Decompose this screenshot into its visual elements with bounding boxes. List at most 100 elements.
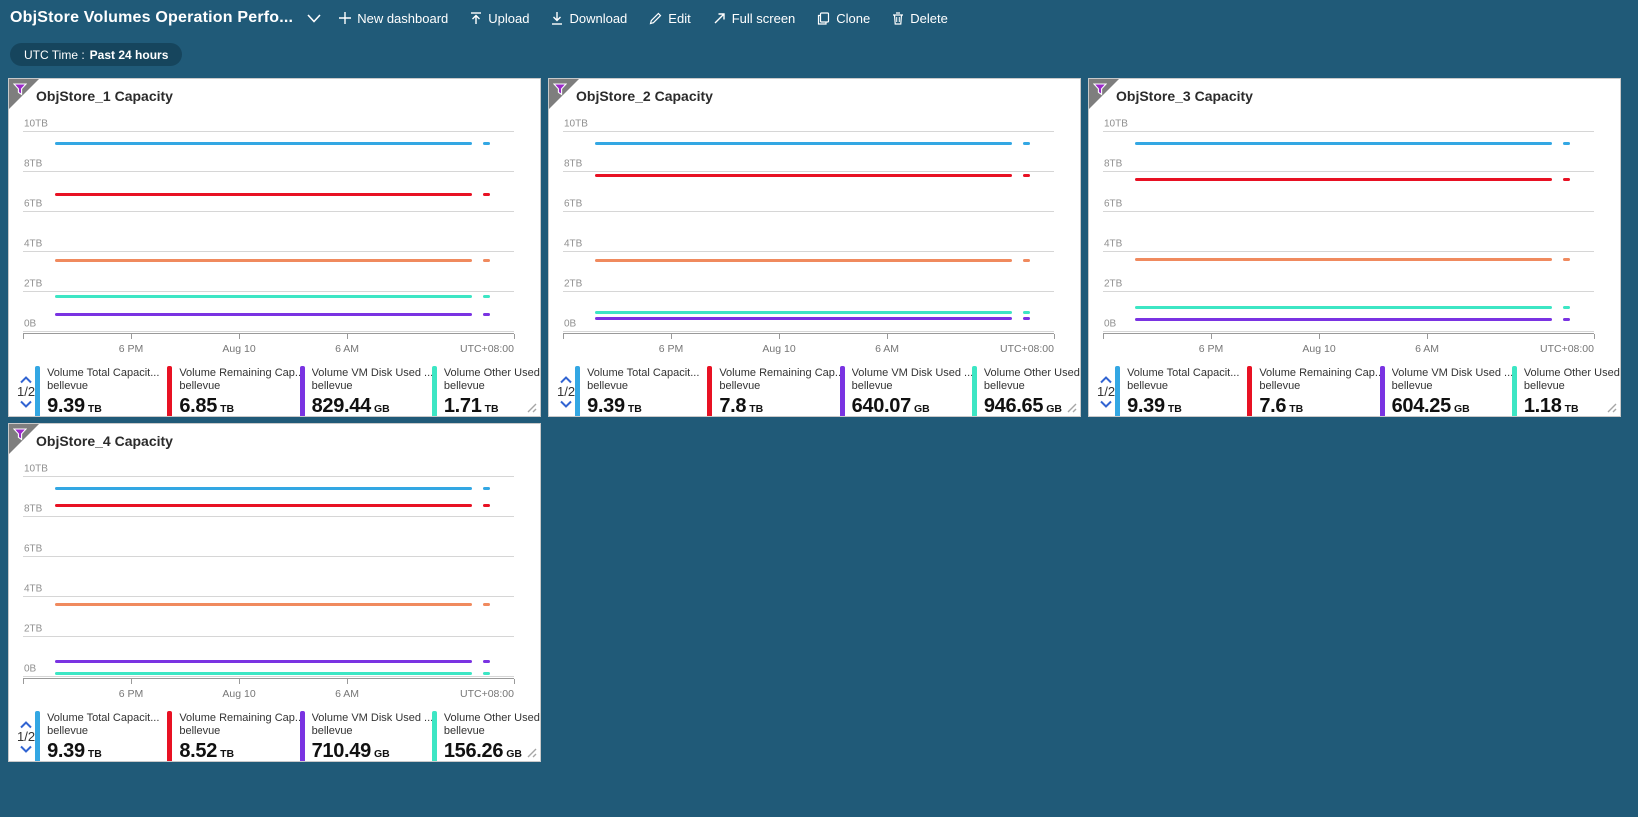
legend-metric-name: Volume Remaining Cap... xyxy=(179,367,300,379)
legend-value-row: 9.39 TB xyxy=(47,395,159,417)
y-axis-label: 2TB xyxy=(564,278,583,290)
legend-items: Volume Total Capacit... bellevue 9.39 TB Vol… xyxy=(35,711,540,761)
y-axis-label: 4TB xyxy=(24,583,43,595)
legend-value: 1.18 xyxy=(1523,395,1562,417)
timezone-label: UTC+08:00 xyxy=(1000,343,1054,355)
gridline xyxy=(23,596,514,597)
legend-color-bar xyxy=(1115,366,1121,416)
metric-line xyxy=(1134,177,1553,181)
x-axis-tick xyxy=(1427,334,1429,339)
metric-line-end xyxy=(1022,258,1031,262)
legend-item[interactable]: Volume Total Capacit... bellevue 9.39 TB xyxy=(575,366,707,416)
legend-item[interactable]: Volume VM Disk Used ... bellevue 710.49 GB xyxy=(299,711,432,761)
x-axis-label: 6 PM xyxy=(658,343,684,355)
metric-line-end xyxy=(482,486,491,490)
chart-plot-area: 10TB 8TB 6TB 4TB 2TB 0B xyxy=(563,119,1054,332)
legend-color-bar xyxy=(167,711,173,761)
legend-color-bar xyxy=(1379,366,1385,416)
chevron-up-icon[interactable] xyxy=(20,376,32,384)
fullscreen-button[interactable]: Full screen xyxy=(713,11,795,26)
metric-line-end xyxy=(482,295,491,299)
filter-funnel-icon xyxy=(553,83,567,96)
legend-value-row: 946.65 GB xyxy=(984,395,1080,416)
y-axis-label: 6TB xyxy=(24,543,43,555)
delete-button[interactable]: Delete xyxy=(892,11,948,26)
legend-pager: 1/2 xyxy=(17,711,35,761)
tile-resize-handle[interactable] xyxy=(525,746,538,759)
x-axis-tick xyxy=(514,679,515,684)
chevron-down-icon[interactable] xyxy=(560,400,572,408)
legend-text: Volume Remaining Cap... bellevue 7.8 TB xyxy=(719,366,839,417)
legend-text: Volume VM Disk Used ... bellevue 604.25 GB xyxy=(1392,366,1512,416)
metric-line-end xyxy=(1562,257,1571,261)
legend-item[interactable]: Volume Remaining Cap... bellevue 8.52 TB xyxy=(167,711,300,761)
y-axis-label: 8TB xyxy=(24,158,43,170)
edit-button[interactable]: Edit xyxy=(649,11,691,26)
timezone-label: UTC+08:00 xyxy=(1540,343,1594,355)
y-axis-label: 10TB xyxy=(24,118,48,130)
tile-resize-handle[interactable] xyxy=(1065,401,1078,414)
metric-line-end xyxy=(482,141,491,145)
x-axis-tick xyxy=(23,679,24,684)
legend-value-row: 9.39 TB xyxy=(587,395,699,416)
legend-resource-name: bellevue xyxy=(311,725,353,737)
legend-item[interactable]: Volume Total Capacit... bellevue 9.39 TB xyxy=(1115,366,1247,417)
chart-plot-area: 10TB 8TB 6TB 4TB 2TB 0B xyxy=(23,464,514,677)
metric-line xyxy=(594,311,1013,315)
metric-line xyxy=(54,660,473,664)
clone-button[interactable]: Clone xyxy=(817,11,870,26)
chevron-down-icon[interactable] xyxy=(307,10,321,28)
legend-metric-name: Volume Remaining Cap... xyxy=(1259,367,1380,379)
legend-item[interactable]: Volume Remaining Cap... bellevue 6.85 TB xyxy=(167,366,300,416)
legend-unit: GB xyxy=(1046,403,1062,415)
delete-icon xyxy=(892,11,904,25)
x-axis-label: Aug 10 xyxy=(762,343,796,355)
legend-item[interactable]: Volume VM Disk Used ... bellevue 829.44 GB xyxy=(299,366,432,416)
legend-item[interactable]: Volume VM Disk Used ... bellevue 604.25 GB xyxy=(1379,366,1512,416)
legend-item[interactable]: Volume Total Capacit... bellevue 9.39 TB xyxy=(35,711,167,761)
legend-metric-name: Volume Total Capacit... xyxy=(47,712,160,724)
new-dashboard-button[interactable]: New dashboard xyxy=(339,11,448,26)
y-axis-label: 0B xyxy=(24,663,37,675)
legend-unit: TB xyxy=(627,403,642,415)
tile-resize-handle[interactable] xyxy=(1605,401,1618,414)
legend-item[interactable]: Volume VM Disk Used ... bellevue 640.07 GB xyxy=(839,366,972,416)
gridline xyxy=(563,131,1054,132)
tile-resize-handle[interactable] xyxy=(525,401,538,414)
legend-metric-name: Volume Total Capacit... xyxy=(587,367,700,379)
legend-item[interactable]: Volume Remaining Cap... bellevue 7.6 TB xyxy=(1247,366,1380,416)
legend-item[interactable]: Volume Total Capacit... bellevue 9.39 TB xyxy=(35,366,167,417)
y-axis-label: 8TB xyxy=(564,158,583,170)
y-axis-label: 6TB xyxy=(564,198,583,210)
chevron-up-icon[interactable] xyxy=(560,376,572,384)
x-axis-tick xyxy=(1054,334,1055,339)
legend-item[interactable]: Volume Remaining Cap... bellevue 7.8 TB xyxy=(707,366,840,417)
chevron-up-icon[interactable] xyxy=(1100,376,1112,384)
chart-plot-area: 10TB 8TB 6TB 4TB 2TB 0B xyxy=(23,119,514,332)
legend-text: Volume VM Disk Used ... bellevue 710.49 GB xyxy=(311,711,432,761)
legend-value: 7.8 xyxy=(719,395,747,417)
legend-color-bar xyxy=(431,711,437,761)
chart-legend: 1/2 Volume Total Capacit... bellevue 9.39 T… xyxy=(557,366,1080,417)
time-range-pill[interactable]: UTC Time : Past 24 hours xyxy=(10,43,183,66)
legend-value: 9.39 xyxy=(47,395,85,417)
legend-unit: GB xyxy=(913,403,930,415)
chevron-up-icon[interactable] xyxy=(20,721,32,729)
chevron-down-icon[interactable] xyxy=(1100,400,1112,408)
x-axis-tick xyxy=(779,334,781,339)
edit-icon xyxy=(649,12,662,25)
chevron-down-icon[interactable] xyxy=(20,400,32,408)
legend-resource-name: bellevue xyxy=(587,380,629,392)
legend-value: 9.39 xyxy=(1127,395,1165,417)
gridline xyxy=(23,516,514,517)
chevron-down-icon[interactable] xyxy=(20,745,32,753)
upload-button[interactable]: Upload xyxy=(470,11,529,26)
gridline xyxy=(563,331,1054,332)
download-button[interactable]: Download xyxy=(551,11,627,26)
y-axis-label: 0B xyxy=(1104,318,1117,330)
